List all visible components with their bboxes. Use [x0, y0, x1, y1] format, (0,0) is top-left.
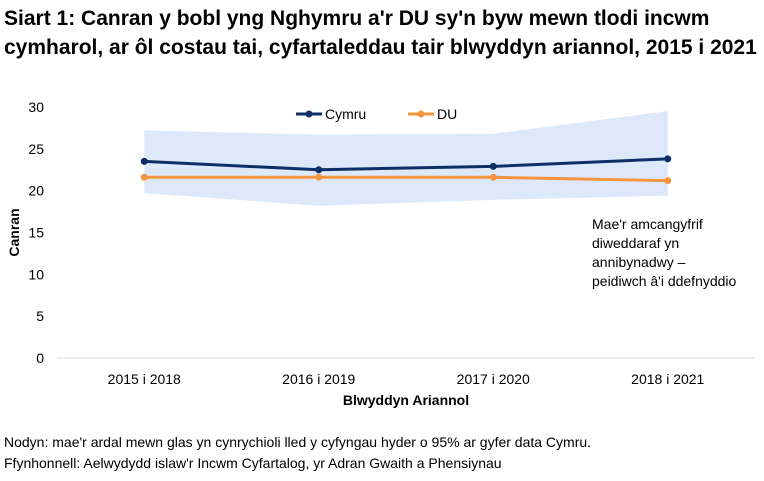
- x-tick-label: 2015 i 2018: [108, 371, 181, 387]
- source-note: Ffynhonnell: Aelwydydd islaw'r Incwm Cyf…: [4, 455, 502, 471]
- footnote: Nodyn: mae'r ardal mewn glas yn cynrychi…: [4, 434, 592, 450]
- legend-marker-du: [417, 110, 425, 118]
- data-point-cymru: [489, 162, 497, 170]
- legend-label: DU: [437, 106, 457, 122]
- y-tick-label: 10: [28, 266, 44, 282]
- confidence-band: [144, 111, 668, 206]
- series-line-du: [144, 175, 668, 183]
- y-axis-title: Canran: [6, 208, 22, 256]
- annotation: Mae'r amcangyfrif diweddaraf yn annibyna…: [592, 215, 764, 291]
- legend-label: Cymru: [325, 106, 366, 122]
- x-axis-title: Blwyddyn Ariannol: [343, 392, 469, 408]
- data-point-cymru: [315, 166, 323, 174]
- data-point-cymru: [664, 155, 672, 163]
- legend-marker-cymru: [305, 110, 313, 118]
- data-point-cymru: [140, 157, 148, 165]
- data-point-du: [140, 173, 148, 181]
- y-tick-label: 15: [28, 225, 44, 241]
- annotation-line: Mae'r amcangyfrif: [592, 216, 703, 232]
- x-tick-label: 2016 i 2019: [282, 371, 355, 387]
- y-tick-label: 0: [36, 350, 44, 366]
- annotation-line: diweddaraf yn: [592, 235, 680, 251]
- data-point-du: [489, 173, 497, 181]
- y-tick-label: 30: [28, 99, 44, 115]
- y-tick-label: 25: [28, 141, 44, 157]
- data-point-du: [664, 177, 672, 185]
- x-tick-label: 2018 i 2021: [631, 371, 704, 387]
- y-tick-label: 5: [36, 308, 44, 324]
- annotation-line: annibynadwy –: [592, 254, 686, 270]
- data-point-du: [315, 173, 323, 181]
- chart-title: Siart 1: Canran y bobl yng Nghymru a'r D…: [4, 7, 757, 59]
- annotation-line: peidiwch â'i ddefnyddio: [592, 273, 737, 289]
- y-tick-label: 20: [28, 183, 44, 199]
- x-tick-label: 2017 i 2020: [457, 371, 530, 387]
- series-line-cymru: [144, 157, 668, 172]
